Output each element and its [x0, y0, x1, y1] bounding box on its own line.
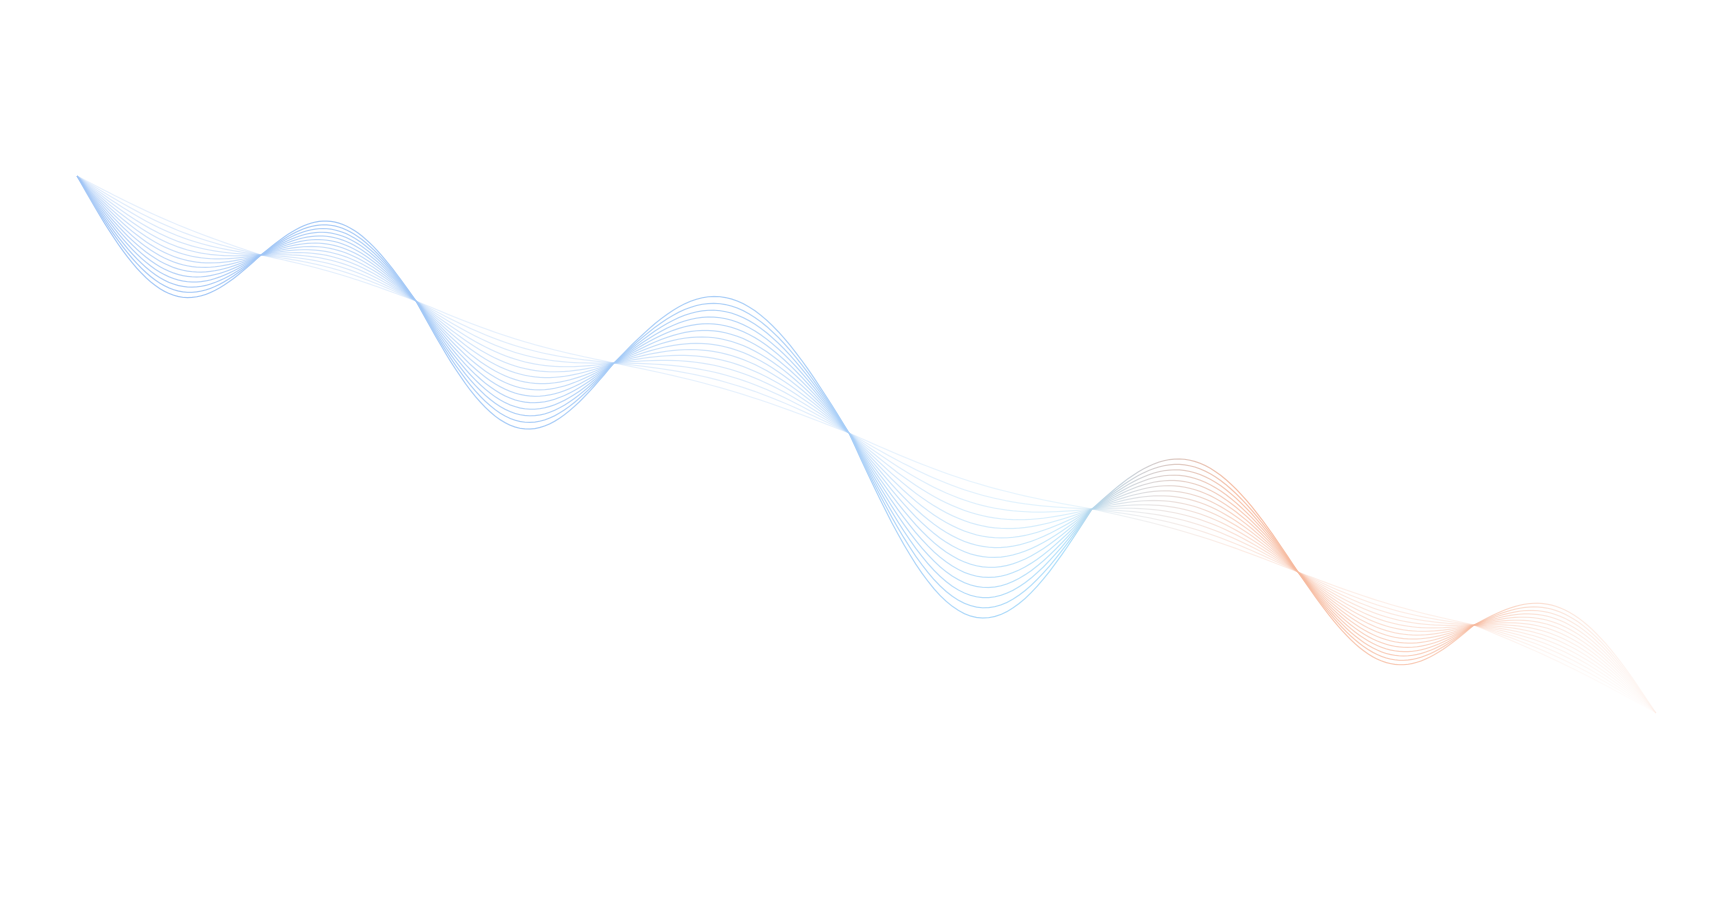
- wave-line: [76, 175, 1657, 714]
- wave-lines: [76, 175, 1657, 714]
- wave-line: [76, 175, 1657, 714]
